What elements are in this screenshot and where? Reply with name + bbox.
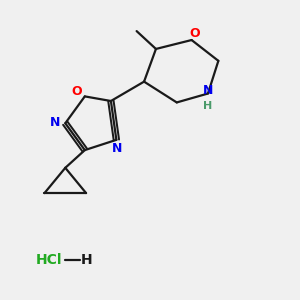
Text: O: O (189, 27, 200, 40)
Text: O: O (71, 85, 82, 98)
Text: N: N (50, 116, 60, 129)
Text: N: N (203, 84, 213, 97)
Text: H: H (203, 101, 213, 111)
Text: HCl: HCl (36, 253, 62, 267)
Text: N: N (112, 142, 122, 155)
Text: H: H (80, 253, 92, 267)
